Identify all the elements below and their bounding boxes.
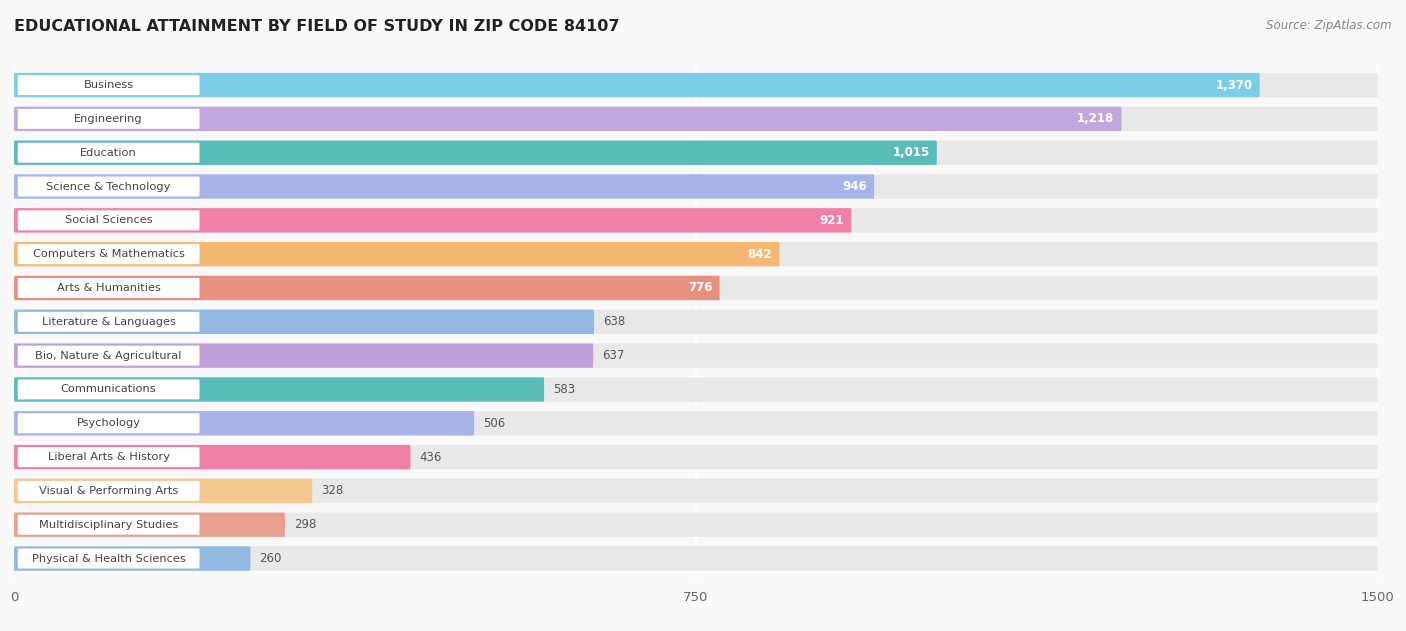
FancyBboxPatch shape bbox=[18, 109, 200, 129]
FancyBboxPatch shape bbox=[18, 244, 200, 264]
Text: Psychology: Psychology bbox=[76, 418, 141, 428]
FancyBboxPatch shape bbox=[18, 413, 200, 433]
FancyBboxPatch shape bbox=[14, 310, 1378, 334]
Text: Science & Technology: Science & Technology bbox=[46, 182, 170, 192]
FancyBboxPatch shape bbox=[14, 377, 544, 401]
Text: 436: 436 bbox=[419, 451, 441, 464]
Text: Source: ZipAtlas.com: Source: ZipAtlas.com bbox=[1267, 19, 1392, 32]
FancyBboxPatch shape bbox=[18, 481, 200, 501]
Text: 776: 776 bbox=[688, 281, 713, 295]
Text: Multidisciplinary Studies: Multidisciplinary Studies bbox=[39, 520, 179, 529]
FancyBboxPatch shape bbox=[18, 75, 200, 95]
Text: Liberal Arts & History: Liberal Arts & History bbox=[48, 452, 170, 462]
FancyBboxPatch shape bbox=[18, 278, 200, 298]
FancyBboxPatch shape bbox=[14, 242, 1378, 266]
FancyBboxPatch shape bbox=[14, 242, 779, 266]
Text: Physical & Health Sciences: Physical & Health Sciences bbox=[32, 553, 186, 563]
Text: Social Sciences: Social Sciences bbox=[65, 215, 152, 225]
FancyBboxPatch shape bbox=[14, 107, 1122, 131]
Text: 328: 328 bbox=[322, 485, 343, 497]
FancyBboxPatch shape bbox=[18, 210, 200, 230]
Text: Arts & Humanities: Arts & Humanities bbox=[56, 283, 160, 293]
Text: 921: 921 bbox=[820, 214, 844, 227]
FancyBboxPatch shape bbox=[18, 447, 200, 467]
Text: 583: 583 bbox=[553, 383, 575, 396]
FancyBboxPatch shape bbox=[14, 310, 595, 334]
Text: Communications: Communications bbox=[60, 384, 156, 394]
FancyBboxPatch shape bbox=[14, 208, 852, 233]
Text: 946: 946 bbox=[842, 180, 868, 193]
FancyBboxPatch shape bbox=[14, 208, 1378, 233]
Text: EDUCATIONAL ATTAINMENT BY FIELD OF STUDY IN ZIP CODE 84107: EDUCATIONAL ATTAINMENT BY FIELD OF STUDY… bbox=[14, 19, 620, 34]
FancyBboxPatch shape bbox=[14, 411, 474, 435]
Text: Engineering: Engineering bbox=[75, 114, 143, 124]
Text: 1,218: 1,218 bbox=[1077, 112, 1114, 126]
Text: 842: 842 bbox=[748, 248, 772, 261]
FancyBboxPatch shape bbox=[14, 141, 1378, 165]
Text: Computers & Mathematics: Computers & Mathematics bbox=[32, 249, 184, 259]
Text: 1,015: 1,015 bbox=[893, 146, 929, 159]
Text: Education: Education bbox=[80, 148, 136, 158]
FancyBboxPatch shape bbox=[14, 546, 1378, 570]
FancyBboxPatch shape bbox=[14, 343, 593, 368]
FancyBboxPatch shape bbox=[14, 276, 1378, 300]
Text: 637: 637 bbox=[602, 349, 624, 362]
FancyBboxPatch shape bbox=[14, 512, 1378, 537]
FancyBboxPatch shape bbox=[14, 141, 936, 165]
FancyBboxPatch shape bbox=[14, 276, 720, 300]
FancyBboxPatch shape bbox=[18, 312, 200, 332]
FancyBboxPatch shape bbox=[14, 479, 1378, 503]
FancyBboxPatch shape bbox=[14, 411, 1378, 435]
FancyBboxPatch shape bbox=[14, 445, 411, 469]
Text: Bio, Nature & Agricultural: Bio, Nature & Agricultural bbox=[35, 351, 181, 361]
Text: Literature & Languages: Literature & Languages bbox=[42, 317, 176, 327]
FancyBboxPatch shape bbox=[18, 143, 200, 163]
FancyBboxPatch shape bbox=[14, 73, 1260, 97]
Text: 298: 298 bbox=[294, 518, 316, 531]
FancyBboxPatch shape bbox=[18, 346, 200, 365]
Text: 638: 638 bbox=[603, 316, 626, 328]
Text: Visual & Performing Arts: Visual & Performing Arts bbox=[39, 486, 179, 496]
Text: 260: 260 bbox=[260, 552, 283, 565]
Text: Business: Business bbox=[83, 80, 134, 90]
FancyBboxPatch shape bbox=[18, 548, 200, 569]
FancyBboxPatch shape bbox=[18, 515, 200, 534]
FancyBboxPatch shape bbox=[14, 546, 250, 570]
FancyBboxPatch shape bbox=[14, 445, 1378, 469]
FancyBboxPatch shape bbox=[18, 379, 200, 399]
FancyBboxPatch shape bbox=[14, 174, 1378, 199]
FancyBboxPatch shape bbox=[14, 512, 285, 537]
FancyBboxPatch shape bbox=[14, 377, 1378, 401]
FancyBboxPatch shape bbox=[18, 177, 200, 196]
FancyBboxPatch shape bbox=[14, 343, 1378, 368]
FancyBboxPatch shape bbox=[14, 73, 1378, 97]
Text: 506: 506 bbox=[484, 416, 506, 430]
Text: 1,370: 1,370 bbox=[1215, 79, 1253, 91]
FancyBboxPatch shape bbox=[14, 174, 875, 199]
FancyBboxPatch shape bbox=[14, 479, 312, 503]
FancyBboxPatch shape bbox=[14, 107, 1378, 131]
